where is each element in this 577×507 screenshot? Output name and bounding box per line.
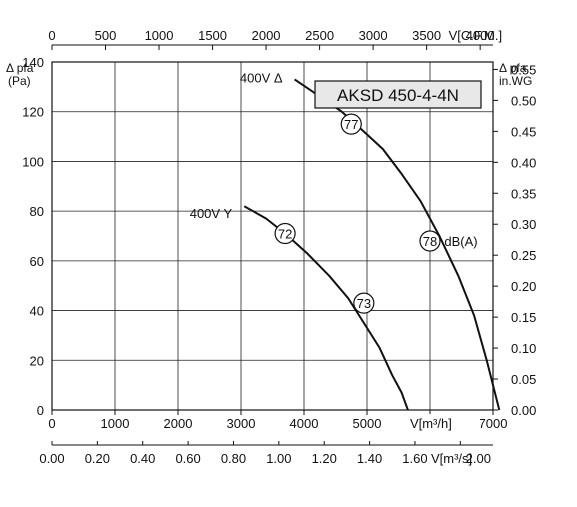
bottom2-axis-label: V[m³/s] xyxy=(431,451,472,466)
series-line xyxy=(243,205,409,411)
top-tick-label: 1500 xyxy=(198,28,227,43)
right-tick-label: 0.00 xyxy=(511,403,536,418)
bottom-tick-label: 7000 xyxy=(479,416,508,431)
chart-title: AKSD 450-4-4N xyxy=(337,86,459,105)
noise-marker xyxy=(340,113,362,135)
top-tick-label: 500 xyxy=(95,28,117,43)
right-tick-label: 0.50 xyxy=(511,93,536,108)
left-tick-label: 20 xyxy=(30,353,44,368)
top-tick-label: 1000 xyxy=(145,28,174,43)
left-tick-label: 80 xyxy=(30,204,44,219)
right-tick-label: 0.10 xyxy=(511,341,536,356)
left-tick-label: 0 xyxy=(37,403,44,418)
bottom2-tick-label: 2.00 xyxy=(466,451,491,466)
right-tick-label: 0.40 xyxy=(511,155,536,170)
left-tick-label: 40 xyxy=(30,304,44,319)
x-axis-label: V[m³/h] xyxy=(410,416,452,431)
bottom2-tick-label: 0.60 xyxy=(175,451,200,466)
right-tick-label: 0.35 xyxy=(511,186,536,201)
bottom2-tick-label: 0.40 xyxy=(130,451,155,466)
bottom-tick-label: 5000 xyxy=(353,416,382,431)
left-tick-label: 120 xyxy=(22,105,44,120)
top-axis-cfm: 0 500 1000 1500 2000 2500 3000 3500 4000V[C.F.M.… xyxy=(48,28,502,50)
right-tick-label: 0.15 xyxy=(511,310,536,325)
left-axis-unit: (Pa) xyxy=(8,74,31,88)
series-line xyxy=(294,78,501,411)
bottom-axis-m3s: 0.00 0.20 0.40 0.60 0.80 1.00 1.20 1.40 1.60 V[m³… xyxy=(39,441,493,466)
left-axis-label: Δ pfa xyxy=(6,61,34,75)
top-axis-label: V[C.F.M.] xyxy=(449,28,502,43)
top-tick-label: 2500 xyxy=(305,28,334,43)
top-tick-label: 3500 xyxy=(412,28,441,43)
right-tick-label: 0.55 xyxy=(511,62,536,77)
right-axis-inwg: 0.00 0.05 0.10 0.15 0.20 0.25 0.30 0.35 0.40 0.45… xyxy=(492,61,536,418)
bottom2-tick-label: 1.00 xyxy=(266,451,291,466)
noise-marker-label: 77 xyxy=(344,117,358,132)
bottom2-tick-label: 0.00 xyxy=(39,451,64,466)
right-tick-label: 0.20 xyxy=(511,279,536,294)
x-label-bg xyxy=(407,414,480,431)
left-tick-label: 140 xyxy=(22,55,44,70)
bottom-tick-label: 1000 xyxy=(101,416,130,431)
bottom2-tick-label: 0.80 xyxy=(221,451,246,466)
noise-marker-label: 78 xyxy=(423,234,437,249)
series-label: 400V Y xyxy=(190,206,233,221)
left-tick-label: 60 xyxy=(30,254,44,269)
bottom-tick-label: 0 xyxy=(48,416,55,431)
top-tick-label: 0 xyxy=(48,28,55,43)
noise-marker-label: 72 xyxy=(278,227,292,242)
top-tick-label: 2000 xyxy=(252,28,281,43)
bottom2-tick-label: 1.20 xyxy=(312,451,337,466)
noise-marker xyxy=(419,230,441,252)
title-box xyxy=(314,80,482,109)
top-tick-label: 4000 xyxy=(466,28,495,43)
noise-marker xyxy=(353,292,375,314)
bottom-tick-label: 3000 xyxy=(227,416,256,431)
noise-marker xyxy=(274,222,296,245)
bottom-tick-label: 2000 xyxy=(164,416,193,431)
right-tick-label: 0.30 xyxy=(511,217,536,232)
labels: V[m³/h] dB(A) AKSD 450-4-4N xyxy=(314,80,482,431)
noise-marker-label: 73 xyxy=(357,296,371,311)
right-axis-label: Δ pfa xyxy=(499,61,527,75)
bottom2-tick-label: 1.40 xyxy=(357,451,382,466)
series-label: 400V Δ xyxy=(240,70,283,85)
annotation-label: dB(A) xyxy=(444,234,477,249)
right-axis-unit: in.WG xyxy=(499,74,532,88)
right-tick-label: 0.05 xyxy=(511,372,536,387)
bottom-tick-label: 4000 xyxy=(290,416,319,431)
right-tick-label: 0.25 xyxy=(511,248,536,263)
bottom2-tick-label: 0.20 xyxy=(85,451,110,466)
top-tick-label: 3000 xyxy=(359,28,388,43)
bottom2-tick-label: 1.60 xyxy=(402,451,427,466)
noise-markers: 77 72 73 78 xyxy=(274,113,441,314)
left-tick-label: 100 xyxy=(22,154,44,169)
right-tick-label: 0.45 xyxy=(511,124,536,139)
